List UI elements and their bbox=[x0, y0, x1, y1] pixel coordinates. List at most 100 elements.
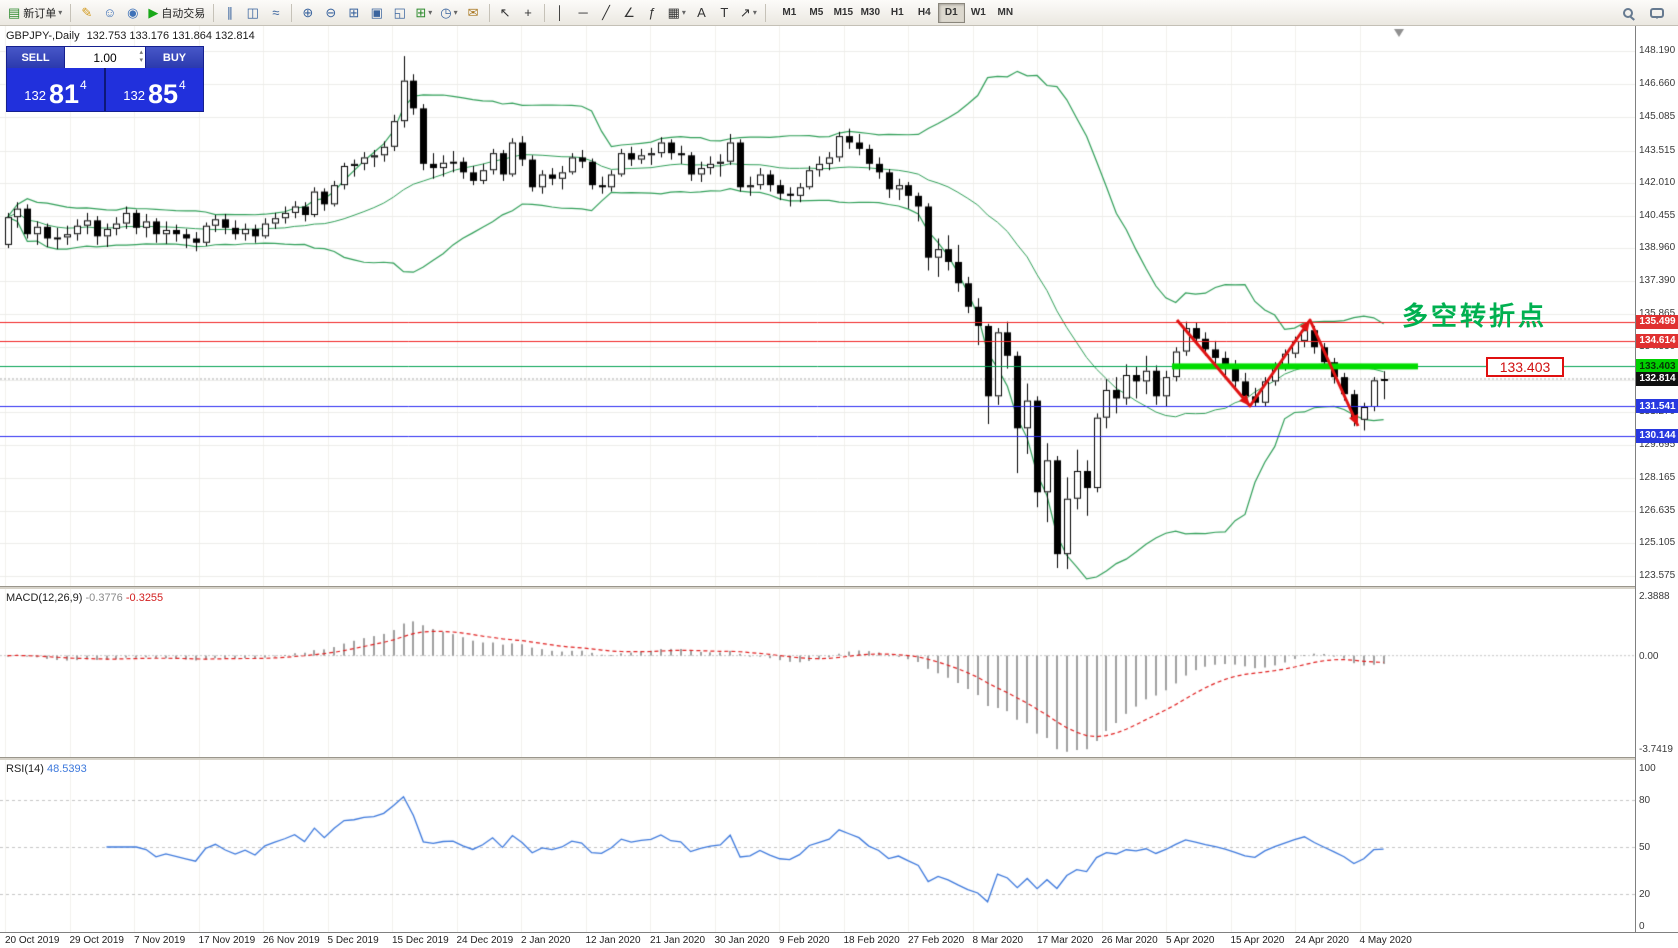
tile-windows-icon: ⊞ bbox=[348, 5, 360, 20]
buy-price-display[interactable]: 132 85 4 bbox=[106, 68, 203, 111]
horizontal-line-button[interactable]: ─ bbox=[572, 2, 595, 24]
label-icon: T bbox=[720, 5, 729, 20]
buy-button[interactable]: BUY bbox=[146, 47, 203, 68]
date-label: 26 Nov 2019 bbox=[263, 935, 320, 946]
arrange-windows-button[interactable]: ◱ bbox=[388, 2, 411, 24]
date-label: 26 Mar 2020 bbox=[1101, 935, 1158, 946]
date-label: 20 Oct 2019 bbox=[5, 935, 60, 946]
date-label: 18 Feb 2020 bbox=[843, 935, 900, 946]
alerts-button[interactable]: ✉ bbox=[462, 2, 485, 24]
tile-windows-button[interactable]: ⊞ bbox=[342, 2, 365, 24]
timeframe-m15[interactable]: M15 bbox=[833, 7, 854, 18]
zoom-out-button[interactable]: ⊖ bbox=[319, 2, 342, 24]
chart-title: GBPJPY-,Daily 132.753 133.176 131.864 132… bbox=[6, 30, 262, 42]
price-level-tag: 134.614 bbox=[1636, 333, 1678, 348]
new-chart-button[interactable]: ⊞ ▾ bbox=[411, 2, 436, 24]
bar-chart-button[interactable]: ∥ bbox=[218, 2, 241, 24]
price-grid-label: 137.390 bbox=[1639, 275, 1676, 287]
macd-scale-label: -3.7419 bbox=[1639, 744, 1673, 756]
price-grid-label: 138.960 bbox=[1639, 241, 1676, 253]
text-button[interactable]: A bbox=[690, 2, 713, 24]
channel-icon: ∠ bbox=[623, 5, 635, 20]
sell-price-display[interactable]: 132 81 4 bbox=[7, 68, 104, 111]
cursor-button[interactable]: ↖ bbox=[494, 2, 517, 24]
volume-down-icon[interactable]: ▾ bbox=[139, 56, 143, 64]
panel-separator[interactable] bbox=[0, 757, 1678, 760]
label-button[interactable]: T bbox=[713, 2, 736, 24]
sell-button[interactable]: SELL bbox=[7, 47, 64, 68]
trendline-icon: ╱ bbox=[602, 5, 610, 20]
candlestick-chart[interactable] bbox=[0, 26, 1635, 586]
autotrade-button[interactable]: ▶ 自动交易 bbox=[144, 2, 209, 24]
trendline-button[interactable]: ╱ bbox=[595, 2, 618, 24]
community-button[interactable]: ☺ bbox=[98, 2, 121, 24]
cascade-windows-button[interactable]: ▣ bbox=[365, 2, 388, 24]
date-label: 24 Dec 2019 bbox=[456, 935, 514, 946]
timeframe-mn[interactable]: MN bbox=[997, 7, 1014, 18]
profiles-icon: ◷ bbox=[440, 5, 452, 20]
macd-name: MACD(12,26,9) bbox=[6, 592, 83, 604]
price-grid-label: 128.165 bbox=[1639, 472, 1676, 484]
date-label: 17 Mar 2020 bbox=[1037, 935, 1094, 946]
toolbar-separator bbox=[291, 3, 293, 22]
date-label: 15 Apr 2020 bbox=[1230, 935, 1285, 946]
date-label: 12 Jan 2020 bbox=[585, 935, 641, 946]
support-button[interactable]: ◉ bbox=[121, 2, 144, 24]
line-chart-button[interactable]: ≈ bbox=[264, 2, 287, 24]
timeframe-h1[interactable]: H1 bbox=[890, 7, 904, 18]
price-level-tag: 131.541 bbox=[1636, 399, 1678, 414]
timeframe-m1[interactable]: M1 bbox=[782, 7, 797, 18]
vertical-line-button[interactable]: │ bbox=[549, 2, 572, 24]
arrange-windows-icon: ◱ bbox=[393, 5, 406, 20]
buy-price-sup: 4 bbox=[179, 78, 186, 92]
alerts-icon: ✉ bbox=[467, 5, 479, 20]
volume-input[interactable]: 1.00 ▴ ▾ bbox=[64, 47, 146, 68]
community-icon: ☺ bbox=[103, 5, 117, 20]
chat-button[interactable] bbox=[1645, 2, 1668, 24]
macd-panel[interactable] bbox=[0, 589, 1635, 757]
crosshair-icon: + bbox=[524, 5, 532, 20]
fibonacci-button[interactable]: ƒ bbox=[641, 2, 664, 24]
price-level-tag: 130.144 bbox=[1636, 428, 1678, 443]
candlestick-chart-button[interactable]: ◫ bbox=[241, 2, 264, 24]
metaeditor-icon: ✎ bbox=[81, 5, 93, 20]
toolbar-separator bbox=[764, 3, 766, 22]
timeframe-h4[interactable]: H4 bbox=[917, 7, 931, 18]
price-grid-label: 126.635 bbox=[1639, 504, 1676, 516]
timeframe-w1[interactable]: W1 bbox=[970, 7, 986, 18]
ohlc-values: 132.753 133.176 131.864 132.814 bbox=[86, 30, 255, 42]
rsi-label: RSI(14) 48.5393 bbox=[6, 763, 87, 775]
channel-button[interactable]: ∠ bbox=[618, 2, 641, 24]
timeframe-m5[interactable]: M5 bbox=[809, 7, 824, 18]
toolbar-separator bbox=[213, 3, 215, 22]
turning-point-annotation[interactable]: 多空转折点 bbox=[1402, 301, 1548, 331]
shapes-button[interactable]: ▦ ▾ bbox=[664, 2, 690, 24]
date-label: 5 Dec 2019 bbox=[327, 935, 379, 946]
macd-scale-label: 0.00 bbox=[1639, 650, 1659, 662]
panel-separator[interactable] bbox=[0, 586, 1678, 589]
fibonacci-icon: ƒ bbox=[648, 5, 656, 20]
crosshair-button[interactable]: + bbox=[517, 2, 540, 24]
timeframe-m30[interactable]: M30 bbox=[860, 7, 881, 18]
price-grid-label: 142.010 bbox=[1639, 176, 1676, 188]
price-axis[interactable]: 148.190 146.660 145.085 143.515 142.010 140.4… bbox=[1635, 26, 1678, 932]
rsi-scale-label: 20 bbox=[1639, 889, 1651, 901]
price-grid-label: 140.455 bbox=[1639, 209, 1676, 221]
timeframe-d1[interactable]: D1 bbox=[937, 2, 965, 23]
price-grid-label: 135.865 bbox=[1639, 307, 1676, 319]
new-order-button-label: 新订单 bbox=[23, 7, 57, 20]
date-axis[interactable]: 20 Oct 2019 29 Oct 2019 7 Nov 2019 17 Nov 2… bbox=[0, 932, 1678, 948]
volume-up-icon[interactable]: ▴ bbox=[139, 49, 143, 56]
new-order-button[interactable]: ▤ 新订单 ▾ bbox=[4, 2, 66, 24]
metaeditor-button[interactable]: ✎ bbox=[75, 2, 98, 24]
zoom-in-button[interactable]: ⊕ bbox=[296, 2, 319, 24]
price-grid-label: 129.695 bbox=[1639, 439, 1676, 451]
price-level-annotation[interactable]: 133.403 bbox=[1486, 357, 1564, 377]
rsi-panel[interactable] bbox=[0, 760, 1635, 932]
date-label: 7 Nov 2019 bbox=[134, 935, 186, 946]
new-order-icon: ▤ bbox=[8, 5, 21, 20]
cascade-windows-icon: ▣ bbox=[370, 5, 383, 20]
profiles-button[interactable]: ◷ ▾ bbox=[436, 2, 461, 24]
arrows-button[interactable]: ↗ ▾ bbox=[736, 2, 761, 24]
search-button[interactable] bbox=[1616, 2, 1639, 24]
